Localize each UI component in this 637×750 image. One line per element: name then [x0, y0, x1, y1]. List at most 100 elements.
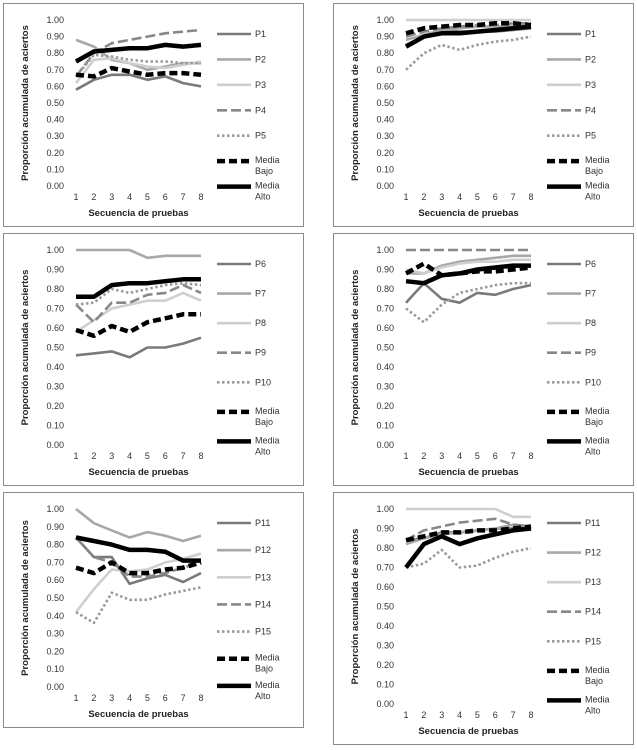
legend-label: P9: [585, 348, 596, 358]
y-tick-label: 0.40: [376, 115, 394, 125]
x-axis-title: Secuencia de pruebas: [88, 208, 188, 219]
legend-label: P5: [585, 131, 596, 141]
legend-label: P13: [255, 572, 271, 582]
y-tick-label: 0.90: [376, 265, 394, 275]
x-tick-label: 2: [91, 451, 96, 461]
x-tick-label: 5: [475, 192, 480, 202]
series-line-media-alto: [404, 526, 532, 569]
legend-label: P12: [585, 548, 601, 558]
y-tick-label: 0.20: [376, 401, 394, 411]
x-tick-label: 8: [528, 192, 533, 202]
series-line-media-bajo: [405, 524, 532, 543]
legend-label: Media Bajo: [255, 155, 280, 176]
y-tick-label: 0.40: [46, 115, 64, 125]
legend-label: P7: [585, 289, 596, 299]
y-tick-label: 0.50: [46, 593, 64, 603]
x-tick-label: 5: [475, 710, 480, 720]
legend-label: P2: [255, 54, 266, 64]
chart-svg: 0.00 0.10 0.20 0.30 0.40 0.50 0.60 0.70 0.80 0.90…: [350, 15, 610, 219]
x-tick-label: 2: [91, 192, 96, 202]
y-tick-label: 0.30: [376, 382, 394, 392]
x-tick-label: 5: [145, 693, 150, 703]
legend-label: P1: [255, 29, 266, 39]
y-tick-label: 0.80: [376, 543, 394, 553]
series-line-p10: [75, 281, 202, 306]
y-tick-label: 0.80: [46, 48, 64, 58]
y-axis-title: Proporción acumulada de aciertos: [20, 520, 31, 676]
legend-label: P1: [585, 29, 596, 39]
chart-panel-bottom-left: 0.00 0.10 0.20 0.30 0.40 0.50 0.60 0.70 0.80 0.90…: [3, 492, 304, 728]
series-line-media-bajo: [405, 21, 532, 36]
series-line-p15: [405, 546, 532, 569]
y-tick-label: 0.20: [46, 646, 64, 656]
chart-svg: 0.00 0.10 0.20 0.30 0.40 0.50 0.60 0.70 0.80 0.90…: [350, 245, 610, 478]
legend-label: Media Alto: [585, 181, 610, 202]
legend-label: P7: [255, 289, 266, 299]
x-tick-label: 6: [493, 451, 498, 461]
y-tick-label: 0.90: [46, 522, 64, 532]
legend-label: P8: [255, 318, 266, 328]
x-axis-title: Secuencia de pruebas: [88, 467, 188, 478]
legend-label: P2: [585, 54, 596, 64]
series-line-p7: [76, 248, 201, 260]
chart-panel-top-left: 0.00 0.10 0.20 0.30 0.40 0.50 0.60 0.70 0.80 0.90…: [3, 3, 304, 227]
legend-label: P11: [255, 518, 270, 528]
y-tick-label: 0.60: [46, 323, 64, 333]
y-tick-label: 0.70: [46, 557, 64, 567]
series-line-p2: [75, 38, 201, 72]
y-tick-label: 0.50: [376, 602, 394, 612]
x-tick-label: 1: [73, 451, 78, 461]
x-tick-label: 5: [145, 451, 150, 461]
y-tick-label: 0.30: [46, 131, 64, 141]
chart-panel-bottom-right: 0.00 0.10 0.20 0.30 0.40 0.50 0.60 0.70 0.80 0.90…: [333, 492, 634, 745]
x-tick-label: 3: [109, 192, 114, 202]
y-tick-label: 0.00: [46, 682, 64, 692]
x-tick-label: 7: [181, 693, 186, 703]
y-tick-label: 0.10: [376, 680, 394, 690]
legend-label: P3: [255, 80, 266, 90]
chart-svg: 0.00 0.10 0.20 0.30 0.40 0.50 0.60 0.70 0.80 0.90…: [20, 245, 280, 478]
legend-label: P9: [255, 348, 266, 358]
series-line-p15: [75, 586, 202, 625]
series-line-media-alto: [405, 263, 531, 286]
legend-label: P6: [585, 259, 596, 269]
y-tick-label: 0.20: [376, 660, 394, 670]
y-tick-label: 0.50: [46, 98, 64, 108]
y-tick-label: 0.00: [376, 440, 394, 450]
series-line-media-bajo: [75, 312, 201, 339]
series-line-p1: [75, 73, 202, 91]
legend-label: P4: [585, 105, 596, 115]
x-tick-label: 1: [403, 710, 408, 720]
y-tick-label: 0.40: [376, 621, 394, 631]
series-line-p3: [74, 56, 202, 84]
y-tick-label: 0.20: [376, 148, 394, 158]
series-line-media-alto: [404, 24, 532, 49]
x-tick-label: 6: [163, 693, 168, 703]
x-tick-label: 3: [439, 451, 444, 461]
legend-label: P10: [585, 377, 601, 387]
legend-label: P14: [255, 599, 271, 609]
y-tick-label: 0.60: [376, 582, 394, 592]
x-axis-title: Secuencia de pruebas: [88, 709, 188, 720]
x-tick-label: 2: [421, 710, 426, 720]
y-tick-label: 0.90: [46, 265, 64, 275]
x-tick-label: 4: [457, 451, 462, 461]
legend-label: Media Alto: [585, 694, 610, 715]
y-tick-label: 0.40: [46, 611, 64, 621]
y-tick-label: 0.00: [376, 699, 394, 709]
y-tick-label: 0.60: [46, 81, 64, 91]
legend-label: Media Alto: [255, 680, 280, 701]
y-tick-label: 1.00: [46, 504, 64, 514]
legend-label: P12: [255, 545, 271, 555]
x-tick-label: 7: [511, 710, 516, 720]
y-axis-title: Proporción acumulada de aciertos: [350, 25, 361, 181]
x-tick-label: 6: [493, 192, 498, 202]
legend-label: Media Alto: [255, 435, 280, 456]
y-tick-label: 0.60: [376, 323, 394, 333]
series-line-media-bajo: [75, 65, 202, 79]
x-tick-label: 7: [511, 192, 516, 202]
y-tick-label: 0.90: [376, 524, 394, 534]
y-tick-label: 0.50: [376, 343, 394, 353]
legend-label: P5: [255, 131, 266, 141]
y-tick-label: 0.40: [376, 362, 394, 372]
